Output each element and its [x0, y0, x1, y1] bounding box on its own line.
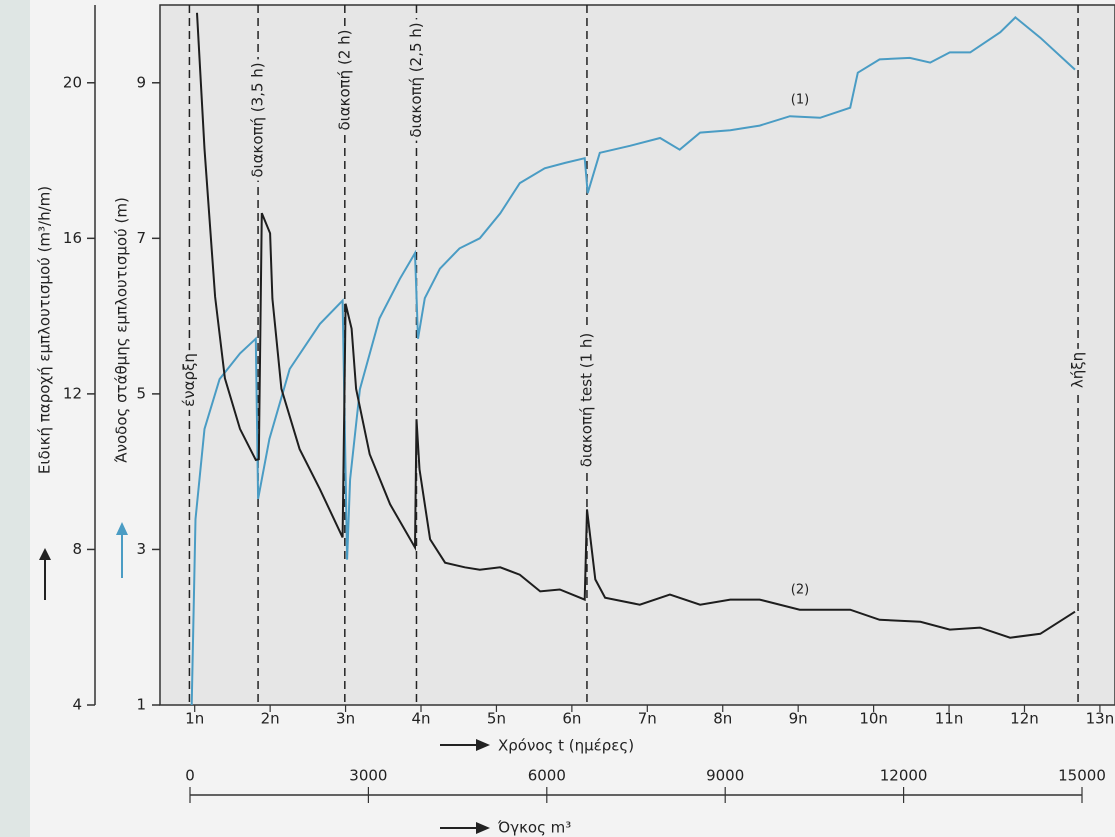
y2-axis-arrowhead: [116, 522, 128, 535]
x-axis-arrowhead: [476, 739, 490, 751]
y-axis-arrowhead: [39, 548, 51, 560]
y-axis-title: Ειδική παροχή εμπλουτισμού (m³/h/m): [36, 186, 54, 474]
series-label: (1): [791, 93, 809, 108]
x2-axis-arrowhead: [476, 822, 490, 834]
y-tick-label: 20: [63, 73, 82, 91]
x-tick-label: 10n: [859, 710, 888, 728]
y-tick-label: 8: [72, 540, 82, 558]
y2-tick-label: 7: [136, 229, 146, 247]
event-label-bg: [407, 19, 426, 141]
x-tick-label: 13n: [1086, 710, 1115, 728]
x2-tick-label: 3000: [349, 767, 387, 785]
x-tick-label: 6n: [562, 710, 581, 728]
x2-tick-label: 15000: [1058, 767, 1106, 785]
event-label-bg: [335, 26, 354, 134]
y2-tick-label: 3: [136, 540, 146, 558]
x-tick-label: 2n: [261, 710, 280, 728]
x2-tick-label: 12000: [880, 767, 928, 785]
series-line: [190, 16, 1076, 706]
y-tick-label: 12: [63, 384, 82, 402]
series-line: [196, 12, 1076, 639]
y-tick-label: 4: [72, 696, 82, 714]
x-tick-label: 12n: [1010, 710, 1039, 728]
series-label: (2): [791, 583, 809, 598]
event-label-bg: [249, 59, 268, 181]
event-label: διακοπή (3,5 h): [249, 62, 267, 177]
y2-tick-label: 1: [136, 696, 146, 714]
event-label-bg: [1069, 348, 1088, 392]
x-tick-label: 3n: [336, 710, 355, 728]
event-label: έναρξη: [180, 353, 198, 407]
x2-tick-label: 6000: [528, 767, 566, 785]
event-label-bg: [577, 329, 596, 471]
y2-tick-label: 9: [136, 73, 146, 91]
x-tick-label: 5n: [487, 710, 506, 728]
event-label: διακοπή test (1 h): [577, 333, 595, 468]
x2-tick-label: 9000: [706, 767, 744, 785]
event-label: διακοπή (2 h): [335, 30, 353, 131]
y-tick-label: 16: [63, 229, 82, 247]
y2-axis-title: Άνοδος στάθμης εμπλουτισμού (m): [113, 197, 131, 463]
event-label: λήξη: [1069, 352, 1087, 388]
event-label-bg: [180, 350, 199, 410]
x2-axis-title: Όγκος m³: [497, 819, 571, 837]
y2-tick-label: 5: [136, 384, 146, 402]
event-label: διακοπή (2,5 h): [407, 22, 425, 137]
x-tick-label: 9n: [789, 710, 808, 728]
x-axis-title: Χρόνος t (ημέρες): [498, 737, 634, 755]
x-tick-label: 8n: [713, 710, 732, 728]
x-tick-label: 11n: [935, 710, 964, 728]
x-tick-label: 7n: [638, 710, 657, 728]
x-tick-label: 4n: [411, 710, 430, 728]
x2-tick-label: 0: [185, 767, 195, 785]
x-tick-label: 1n: [185, 710, 204, 728]
plot-area: [159, 4, 1115, 706]
